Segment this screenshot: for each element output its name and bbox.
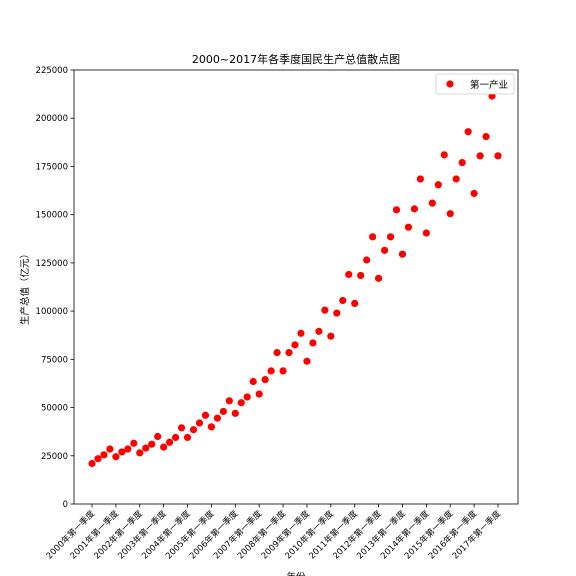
data-point bbox=[476, 152, 484, 160]
data-point bbox=[142, 444, 150, 452]
data-point bbox=[273, 348, 281, 357]
data-point bbox=[279, 367, 287, 375]
data-point bbox=[339, 296, 347, 305]
y-tick-label: 50000 bbox=[41, 404, 68, 414]
data-point bbox=[303, 357, 311, 365]
data-point bbox=[124, 445, 132, 453]
data-point bbox=[392, 206, 401, 214]
data-point bbox=[422, 229, 430, 237]
y-tick-label: 100000 bbox=[36, 307, 68, 317]
data-point bbox=[410, 205, 419, 213]
legend-label: 第一产业 bbox=[470, 79, 508, 91]
data-point bbox=[315, 327, 323, 335]
data-point bbox=[148, 440, 156, 448]
data-point bbox=[231, 409, 239, 417]
legend-box bbox=[435, 73, 515, 95]
y-tick-label: 150000 bbox=[36, 211, 68, 221]
data-point bbox=[225, 397, 233, 405]
data-point bbox=[183, 433, 192, 442]
data-point bbox=[309, 339, 317, 347]
y-axis: 0 25000 50000 75000 100000 125000 150000 175000… bbox=[36, 66, 74, 510]
data-point bbox=[351, 299, 359, 307]
data-point bbox=[130, 439, 138, 447]
legend-marker bbox=[446, 80, 454, 88]
data-point bbox=[363, 256, 371, 264]
data-point bbox=[297, 329, 305, 337]
data-point bbox=[369, 233, 377, 241]
data-point bbox=[440, 151, 448, 159]
data-point bbox=[237, 399, 245, 407]
data-point bbox=[112, 453, 120, 461]
x-axis-title: 年份 bbox=[286, 571, 306, 576]
data-point bbox=[398, 250, 407, 258]
data-point bbox=[261, 375, 269, 384]
y-axis-title: 生产总值（亿元） bbox=[19, 249, 31, 325]
y-tick-label: 125000 bbox=[36, 259, 68, 269]
data-point bbox=[255, 390, 263, 398]
data-point bbox=[446, 210, 454, 218]
data-point bbox=[357, 271, 365, 280]
legend: 第一产业 bbox=[435, 73, 515, 95]
data-point bbox=[374, 274, 383, 282]
data-point bbox=[494, 152, 502, 160]
data-point bbox=[249, 377, 257, 386]
data-point bbox=[482, 132, 490, 141]
y-tick-label: 175000 bbox=[36, 162, 68, 172]
plot-area bbox=[73, 69, 519, 505]
data-point bbox=[213, 414, 221, 422]
data-point bbox=[171, 433, 180, 442]
data-point bbox=[470, 189, 478, 198]
data-point bbox=[380, 246, 389, 254]
data-point bbox=[458, 158, 466, 167]
data-point bbox=[136, 449, 144, 457]
data-point bbox=[207, 423, 216, 431]
data-point bbox=[434, 181, 442, 189]
data-point bbox=[189, 426, 198, 434]
data-point bbox=[333, 309, 341, 317]
y-tick-label: 25000 bbox=[41, 452, 68, 462]
data-point bbox=[404, 223, 413, 231]
data-point bbox=[386, 233, 395, 241]
data-point bbox=[219, 407, 227, 416]
data-point bbox=[160, 443, 168, 451]
data-point bbox=[118, 448, 126, 456]
data-point bbox=[94, 455, 102, 463]
data-point bbox=[428, 199, 436, 207]
data-point bbox=[243, 393, 251, 401]
data-point bbox=[291, 341, 299, 349]
data-points bbox=[88, 92, 502, 468]
y-tick-label: 200000 bbox=[36, 114, 68, 124]
chart-title: 2000~2017年各季度国民生产总值散点图 bbox=[192, 52, 400, 66]
x-axis: 2000年第一季度2001年第一季度2002年第一季度2003年第一季度2004… bbox=[44, 504, 503, 561]
data-point bbox=[327, 332, 335, 340]
data-point bbox=[267, 367, 275, 375]
data-point bbox=[464, 128, 472, 136]
data-point bbox=[195, 419, 204, 427]
data-point bbox=[416, 175, 424, 183]
data-point bbox=[154, 432, 162, 441]
data-point bbox=[285, 348, 293, 357]
y-tick-label: 225000 bbox=[36, 66, 68, 76]
data-point bbox=[106, 445, 114, 453]
data-point bbox=[201, 411, 210, 419]
data-point bbox=[166, 438, 174, 446]
data-point bbox=[88, 459, 96, 468]
data-point bbox=[100, 451, 108, 459]
y-tick-label: 0 bbox=[63, 500, 68, 510]
data-point bbox=[345, 270, 353, 279]
data-point bbox=[177, 424, 186, 432]
y-tick-label: 75000 bbox=[41, 355, 68, 365]
data-point bbox=[321, 306, 329, 314]
data-point bbox=[452, 175, 460, 183]
